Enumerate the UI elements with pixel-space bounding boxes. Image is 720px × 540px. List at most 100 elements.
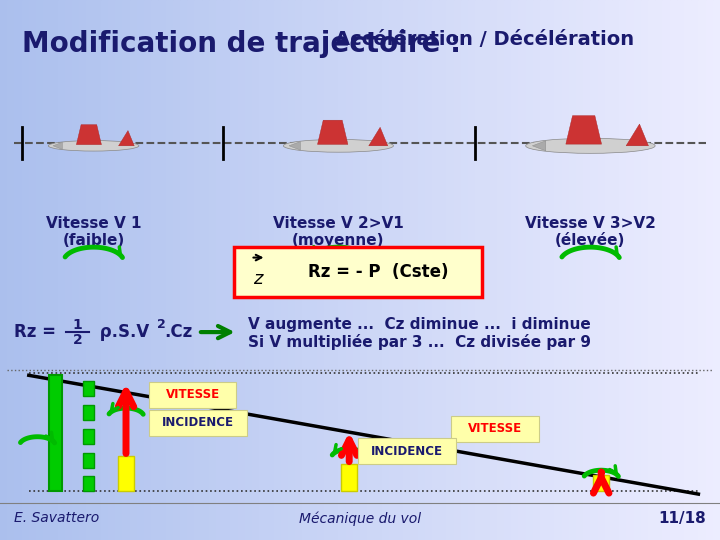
Bar [7, 0, 14, 540]
Bar [504, 0, 511, 540]
Bar [425, 0, 432, 540]
Bar [382, 0, 389, 540]
Text: Vitesse V 2>V1
(moyenne): Vitesse V 2>V1 (moyenne) [273, 216, 404, 248]
Text: Vitesse V 3>V2
(élevée): Vitesse V 3>V2 (élevée) [525, 216, 656, 248]
Bar [187, 0, 194, 540]
Bar [396, 0, 403, 540]
Bar [691, 0, 698, 540]
Bar [432, 0, 439, 540]
Bar [677, 0, 684, 540]
Bar [410, 0, 418, 540]
Bar [353, 0, 360, 540]
Bar [310, 0, 317, 540]
Bar [29, 0, 36, 540]
Bar [497, 0, 504, 540]
Polygon shape [53, 142, 63, 150]
Bar [281, 0, 288, 540]
Text: .Cz: .Cz [164, 323, 192, 341]
Text: Rz = - P  (Cste): Rz = - P (Cste) [307, 263, 449, 281]
Bar [475, 0, 482, 540]
Bar [58, 0, 65, 540]
Bar [83, 476, 94, 491]
Bar [533, 0, 540, 540]
Bar [130, 0, 137, 540]
Text: Mécanique du vol: Mécanique du vol [299, 511, 421, 525]
Text: z: z [253, 270, 263, 288]
Bar [439, 0, 446, 540]
Polygon shape [532, 141, 546, 151]
Bar [511, 0, 518, 540]
Bar [43, 0, 50, 540]
Bar [576, 0, 583, 540]
Bar [36, 0, 43, 540]
Bar [626, 0, 634, 540]
Bar [648, 0, 655, 540]
Bar [619, 0, 626, 540]
Bar [274, 0, 281, 540]
Bar [713, 0, 720, 540]
Bar [295, 0, 302, 540]
Bar [14, 0, 22, 540]
FancyBboxPatch shape [451, 416, 539, 442]
Text: VITESSE: VITESSE [166, 388, 220, 401]
Bar [324, 0, 331, 540]
Text: V augmente ...  Cz diminue ...  i diminue: V augmente ... Cz diminue ... i diminue [248, 316, 591, 332]
Bar [662, 0, 670, 540]
Text: ρ.S.V: ρ.S.V [94, 323, 149, 341]
Bar [360, 0, 367, 540]
Bar [562, 0, 569, 540]
Polygon shape [289, 141, 300, 150]
Bar [108, 0, 115, 540]
Polygon shape [318, 120, 348, 144]
Bar [302, 0, 310, 540]
Bar [634, 0, 641, 540]
Bar [389, 0, 396, 540]
Bar [223, 0, 230, 540]
Text: 1: 1 [73, 318, 83, 332]
Bar [341, 464, 357, 491]
Bar [454, 0, 461, 540]
Bar [122, 0, 130, 540]
Bar [83, 429, 94, 444]
Bar [706, 0, 713, 540]
FancyBboxPatch shape [149, 382, 236, 408]
Bar [94, 0, 101, 540]
Bar [518, 0, 526, 540]
Bar [374, 0, 382, 540]
Bar [0, 0, 7, 540]
Ellipse shape [48, 140, 139, 151]
FancyBboxPatch shape [234, 247, 482, 297]
Bar [612, 0, 619, 540]
Bar [468, 0, 475, 540]
Bar [446, 0, 454, 540]
Bar [569, 0, 576, 540]
Bar [173, 0, 180, 540]
Bar [590, 0, 598, 540]
Bar [641, 0, 648, 540]
Bar [684, 0, 691, 540]
Text: Accélération / Décélération: Accélération / Décélération [335, 30, 634, 49]
Bar [65, 0, 72, 540]
Ellipse shape [526, 138, 655, 153]
Bar [50, 0, 58, 540]
Bar [194, 0, 202, 540]
Text: Rz =: Rz = [14, 323, 62, 341]
Bar [655, 0, 662, 540]
Polygon shape [626, 124, 649, 146]
Bar [83, 381, 94, 396]
Bar [118, 456, 134, 491]
Bar [338, 0, 346, 540]
Text: 2: 2 [73, 333, 83, 347]
Text: INCIDENCE: INCIDENCE [162, 416, 234, 429]
Bar [547, 0, 554, 540]
Polygon shape [76, 125, 102, 145]
Bar [166, 0, 173, 540]
Text: E. Savattero: E. Savattero [14, 511, 99, 525]
Bar [418, 0, 425, 540]
Bar [461, 0, 468, 540]
Bar [86, 0, 94, 540]
Bar [101, 0, 108, 540]
Bar [367, 0, 374, 540]
Bar [526, 0, 533, 540]
Bar [490, 0, 497, 540]
